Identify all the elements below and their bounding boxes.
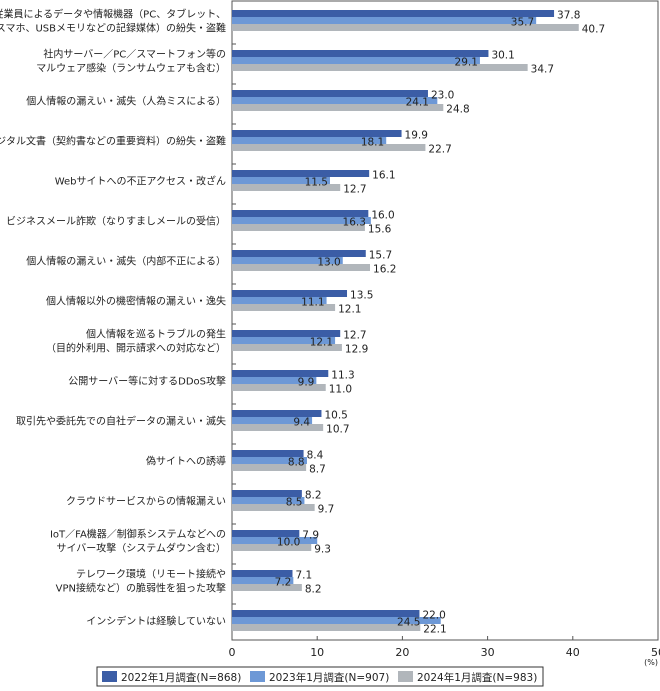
data-label: 9.7 [318, 504, 335, 516]
category-label: 個人情報の漏えい・滅失（内部不正による） [26, 255, 226, 268]
category-label: スマホ、USBメモリなどの記録媒体）の紛失・盗難 [0, 22, 226, 35]
data-label: 11.3 [331, 370, 354, 382]
category-label: 個人情報の漏えい・滅失（人為ミスによる） [26, 95, 226, 108]
data-label: 8.5 [286, 497, 303, 509]
category-label: マルウェア感染（ランサムウェアも含む） [36, 62, 226, 75]
category-label: ビジネスメール詐欺（なりすましメールの受信） [6, 215, 226, 228]
bar [232, 64, 528, 71]
legend-swatch [250, 671, 265, 682]
category-label: 偽サイトへの誘導 [146, 455, 226, 468]
data-label: 7.1 [295, 570, 312, 582]
bar [232, 624, 420, 631]
bar [232, 50, 488, 57]
legend-label: 2022年1月調査(N=868) [121, 671, 241, 684]
x-axis: 01020304050 [229, 636, 660, 659]
x-tick-label: 10 [310, 646, 324, 659]
data-label: 8.2 [305, 490, 322, 502]
data-label: 23.0 [431, 90, 454, 102]
data-label: 8.7 [309, 464, 326, 476]
bar [232, 264, 370, 271]
data-label: 11.5 [305, 177, 328, 189]
data-label: 11.1 [301, 297, 324, 309]
data-label: 40.7 [582, 24, 605, 36]
bar [232, 57, 480, 64]
data-label: 16.1 [372, 170, 395, 182]
data-label: 22.0 [422, 610, 445, 622]
bar [232, 610, 419, 617]
data-label: 7.9 [302, 530, 319, 542]
category-labels: 従業員によるデータや情報機器（PC、タブレット、スマホ、USBメモリなどの記録媒… [0, 8, 226, 628]
x-tick-label: 40 [566, 646, 580, 659]
data-label: 9.9 [298, 377, 315, 389]
data-label: 8.4 [307, 450, 324, 462]
legend-label: 2023年1月調査(N=907) [269, 671, 389, 684]
data-label: 16.2 [373, 264, 396, 276]
legend-label: 2024年1月調査(N=983) [417, 671, 537, 684]
data-label: 13.0 [317, 257, 340, 269]
data-label: 12.1 [338, 304, 361, 316]
data-label: 22.1 [423, 624, 446, 636]
data-label: 18.1 [361, 137, 384, 149]
data-label: 29.1 [455, 57, 478, 69]
category-label: テレワーク環境（リモート接続や [76, 568, 226, 581]
category-label: VPN接続など）の脆弱性を狙った攻撃 [56, 582, 226, 595]
x-tick-label: 0 [229, 646, 236, 659]
data-label: 9.3 [314, 544, 331, 556]
category-label: 従業員によるデータや情報機器（PC、タブレット、 [0, 8, 226, 21]
bar [232, 290, 347, 297]
data-label: 15.6 [368, 224, 392, 236]
bar [232, 170, 369, 177]
legend-swatch [102, 671, 117, 682]
x-axis-unit: (%) [644, 658, 658, 667]
category-label: 公開サーバー等に対するDDoS攻撃 [68, 375, 226, 388]
legend: 2022年1月調査(N=868) 2023年1月調査(N=907) 2024年1月調… [97, 667, 543, 686]
data-label: 12.7 [343, 184, 366, 196]
bar [232, 584, 302, 591]
data-label: 16.0 [371, 210, 394, 222]
category-label: サイバー攻撃（システムダウン含む） [57, 542, 227, 555]
data-label: 12.9 [345, 344, 368, 356]
bar [232, 90, 428, 97]
x-tick-label: 20 [395, 646, 409, 659]
legend-swatch [398, 671, 413, 682]
data-label: 11.0 [329, 384, 352, 396]
bar [232, 250, 366, 257]
data-label: 9.4 [293, 417, 310, 429]
data-label: 34.7 [531, 64, 554, 76]
data-label: 37.8 [557, 10, 580, 22]
data-label: 24.8 [446, 104, 469, 116]
data-label: 15.7 [369, 250, 392, 262]
category-label: インシデントは経験していない [86, 615, 226, 628]
bar [232, 144, 425, 151]
category-label: 取引先や委託先での自社データの漏えい・滅失 [16, 415, 226, 428]
category-label: IoT／FA機器／制御系システムなどへの [50, 528, 226, 541]
category-label: 非デジタル文書（契約書などの重要資料）の紛失・盗難 [0, 135, 226, 148]
category-label: Webサイトへの不正アクセス・改ざん [55, 175, 226, 188]
data-label: 19.9 [405, 130, 428, 142]
data-label: 16.3 [343, 217, 366, 229]
data-label: 12.1 [310, 337, 333, 349]
category-label: （目的外利用、開示請求への対応など） [46, 342, 226, 355]
bar [232, 10, 554, 17]
data-label: 10.0 [277, 537, 300, 549]
data-label: 8.2 [305, 584, 322, 596]
category-label: クラウドサービスからの情報漏えい [66, 495, 226, 508]
data-label: 12.7 [343, 330, 366, 342]
data-label: 35.7 [511, 17, 534, 29]
data-label: 8.8 [288, 457, 305, 469]
data-label: 7.2 [275, 577, 292, 589]
category-label: 個人情報を巡るトラブルの発生 [86, 328, 226, 341]
data-label: 24.5 [397, 617, 420, 629]
data-label: 30.1 [491, 50, 514, 62]
data-label: 10.5 [324, 410, 347, 422]
data-label: 13.5 [350, 290, 373, 302]
data-label: 24.1 [406, 97, 429, 109]
category-label: 個人情報以外の機密情報の漏えい・逸失 [46, 295, 226, 308]
category-label: 社内サーバー／PC／スマートフォン等の [43, 48, 226, 61]
bar [232, 17, 536, 24]
data-label: 10.7 [326, 424, 349, 436]
x-tick-label: 30 [481, 646, 495, 659]
data-label: 22.7 [428, 144, 451, 156]
